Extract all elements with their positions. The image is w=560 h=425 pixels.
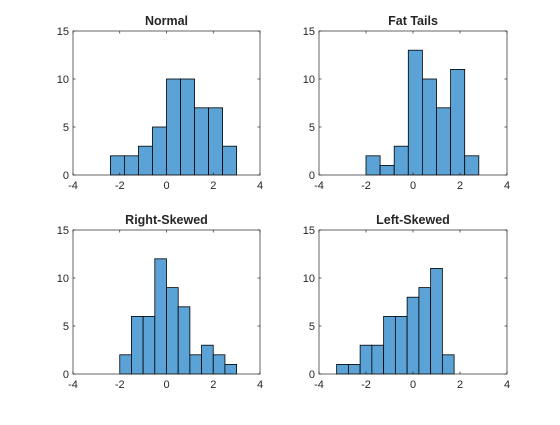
x-tick-label: -4 <box>314 180 324 192</box>
y-tick-label: 10 <box>303 273 315 285</box>
x-tick-label: -2 <box>115 379 125 391</box>
histogram-bar <box>166 78 181 176</box>
y-tick-label: 15 <box>303 225 315 237</box>
histogram-bar <box>119 354 132 375</box>
y-tick-label: 10 <box>57 74 69 86</box>
histogram-bar <box>441 354 455 375</box>
subplot-4: -4 -2 0 2 4 0 5 10 15 Left-Skewed <box>303 213 510 391</box>
y-tick-label: 15 <box>57 26 69 38</box>
histogram-bar <box>208 107 223 176</box>
histogram-bars <box>119 258 238 375</box>
x-tick-label: 4 <box>504 180 510 192</box>
histogram-bar <box>430 267 443 375</box>
histogram-bar <box>110 155 125 176</box>
histogram-bar <box>177 306 191 375</box>
x-tick-label: -4 <box>68 180 78 192</box>
histogram-bar <box>436 107 452 176</box>
histogram-bar <box>371 344 385 375</box>
histogram-bar <box>166 287 179 375</box>
x-tick-label: 0 <box>163 379 169 391</box>
y-tick-label: 10 <box>303 74 315 86</box>
histogram-bar <box>407 49 423 176</box>
histogram-bar <box>379 164 395 176</box>
histogram-bar <box>201 344 214 375</box>
subplot-title: Right-Skewed <box>125 213 208 227</box>
histogram-bar <box>421 78 437 176</box>
x-tick-label: 0 <box>410 379 416 391</box>
x-tick-label: 2 <box>210 180 216 192</box>
histogram-bar <box>131 315 144 375</box>
x-tick-label: 4 <box>257 379 263 391</box>
subplot-title: Normal <box>145 14 188 28</box>
histogram-bar <box>406 296 420 375</box>
histogram-bars <box>110 78 238 176</box>
y-tick-label: 15 <box>57 225 69 237</box>
histogram-bar <box>393 145 409 176</box>
x-tick-label: 2 <box>210 379 216 391</box>
histogram-bar <box>194 107 209 176</box>
y-tick-label: 5 <box>63 321 69 333</box>
y-tick-label: 0 <box>63 369 69 381</box>
histogram-bar <box>154 258 167 375</box>
subplot-3: -4 -2 0 2 4 0 5 10 15 Right-Skewed <box>57 213 263 391</box>
y-tick-label: 0 <box>309 170 315 182</box>
histogram-bar <box>142 315 156 375</box>
y-tick-label: 0 <box>309 369 315 381</box>
y-tick-label: 0 <box>63 170 69 182</box>
subplot-title: Left-Skewed <box>376 213 450 227</box>
histogram-bar <box>180 78 195 176</box>
x-tick-label: 0 <box>163 180 169 192</box>
x-tick-label: -4 <box>68 379 78 391</box>
histogram-bar <box>336 363 349 375</box>
histogram-bar <box>138 145 153 176</box>
histogram-bar <box>212 354 226 375</box>
histogram-bar <box>224 363 238 375</box>
x-tick-label: -2 <box>361 379 371 391</box>
x-tick-label: 2 <box>457 379 463 391</box>
histogram-bar <box>222 145 238 176</box>
y-tick-label: 5 <box>309 122 315 134</box>
y-tick-label: 10 <box>57 273 69 285</box>
subplot-title: Fat Tails <box>388 14 438 28</box>
histogram-bar <box>394 315 408 375</box>
histogram-bar <box>152 126 167 176</box>
x-tick-label: 4 <box>257 180 263 192</box>
histogram-bar <box>347 363 361 375</box>
x-tick-label: -4 <box>314 379 324 391</box>
histogram-bar <box>365 155 381 176</box>
histogram-bar <box>450 69 466 176</box>
x-tick-label: -2 <box>361 180 371 192</box>
histogram-bar <box>464 155 480 176</box>
histogram-bar <box>359 344 373 375</box>
histogram-bar <box>189 354 202 375</box>
x-tick-label: -2 <box>115 180 125 192</box>
y-tick-label: 15 <box>303 26 315 38</box>
histogram-bars <box>365 49 480 176</box>
histogram-bar <box>418 287 432 375</box>
subplot-2: -4 -2 0 2 4 0 5 10 15 Fat Tails <box>303 14 510 192</box>
x-tick-label: 4 <box>504 379 510 391</box>
subplot-1: -4 -2 0 2 4 0 5 10 15 Normal <box>57 14 263 192</box>
y-tick-label: 5 <box>63 122 69 134</box>
y-tick-label: 5 <box>309 321 315 333</box>
x-tick-label: 0 <box>410 180 416 192</box>
x-tick-label: 2 <box>457 180 463 192</box>
histogram-bar <box>124 155 139 176</box>
histogram-bar <box>383 315 396 375</box>
